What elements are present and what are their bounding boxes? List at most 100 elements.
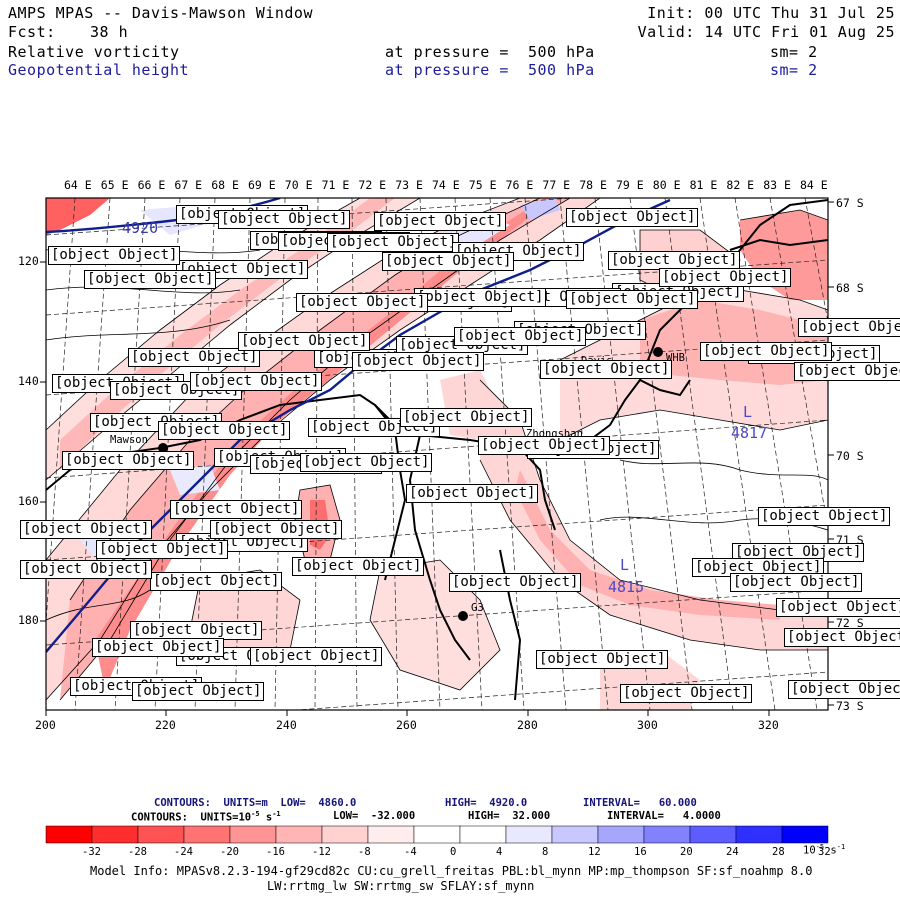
contour-label: [object Object] [158, 421, 291, 440]
contour-label: [object Object] [454, 327, 587, 346]
y-axis-tick-label: 160 [18, 494, 39, 508]
longitude-label: 67 E [174, 178, 203, 192]
x-axis-tick-label: 200 [35, 718, 56, 732]
height-label-4920: 4920 [122, 219, 159, 237]
contour-label: [object Object] [784, 628, 900, 647]
x-axis-tick-label: 300 [637, 718, 658, 732]
colorbar-tick-label: 24 [726, 846, 739, 858]
contour-label: [object Object] [732, 543, 865, 562]
longitude-label: 72 E [358, 178, 387, 192]
contour-label: [object Object] [788, 680, 900, 699]
contour-label: [object Object] [20, 520, 153, 539]
latitude-label: 68 S [836, 281, 864, 295]
contour-label: [object Object] [692, 558, 825, 577]
colorbar-swatch [183, 825, 231, 844]
colorbar-tick-label: 32 [818, 846, 831, 858]
model-info-line2: LW:rrtmg_lw SW:rrtmg_sw SFLAY:sf_mynn [267, 879, 535, 893]
field1-level: at pressure = 500 hPa [385, 43, 595, 61]
station-dot-mawson[interactable] [158, 443, 168, 453]
colorbar-tick-label: 12 [588, 846, 601, 858]
colorbar-units: 10-5 s-1 [803, 843, 846, 857]
plot-title: AMPS MPAS -- Davis-Mawson Window [8, 4, 313, 22]
contour-label: [object Object] [566, 290, 699, 309]
y-axis-tick-label: 120 [18, 254, 39, 268]
init-time: Init: 00 UTC Thu 31 Jul 25 [647, 4, 895, 22]
contour-label: [object Object] [130, 621, 263, 640]
contour-label: [object Object] [449, 573, 582, 592]
longitude-label: 78 E [579, 178, 607, 192]
colorbar-tick-label: -24 [174, 846, 193, 858]
x-axis-tick-label: 260 [396, 718, 417, 732]
longitude-label: 79 E [616, 178, 644, 192]
colorbar-tick-label: 4 [496, 846, 503, 858]
colorbar-tick-label: 28 [772, 846, 785, 858]
latitude-label: 72 S [836, 616, 864, 630]
contour-label: [object Object] [84, 270, 217, 289]
contour-label: [object Object] [659, 268, 792, 287]
x-axis-tick-label: 220 [155, 718, 176, 732]
contour-label: [object Object] [250, 647, 383, 666]
colorbar-tick-label: -28 [128, 846, 147, 858]
contour-label: [object Object] [48, 246, 181, 265]
longitude-label: 80 E [652, 178, 681, 192]
colorbar-swatch [459, 825, 507, 844]
station-label-g3: G3 [471, 602, 484, 614]
contour-label: [object Object] [798, 318, 900, 337]
contour-label: [object Object] [128, 348, 261, 367]
contour-label: [object Object] [776, 598, 900, 617]
longitude-label: 64 E [64, 178, 92, 192]
contour-label: [object Object] [566, 208, 699, 227]
contour-label: [object Object] [292, 557, 425, 576]
y-axis-tick-label: 180 [18, 613, 39, 627]
field1-smoothing: sm= 2 [770, 43, 818, 61]
colorbar-tick-label: -16 [266, 846, 285, 858]
field2-smoothing: sm= 2 [770, 61, 818, 79]
colorbar-swatch [735, 825, 783, 844]
longitude-label: 68 E [211, 178, 239, 192]
longitude-label: 75 E [468, 178, 497, 192]
latitude-label: 67 S [836, 196, 864, 210]
contour-label: [object Object] [327, 233, 460, 252]
contour-label: [object Object] [96, 540, 229, 559]
colorbar-swatch [781, 825, 829, 844]
forecast-hour: 38 h [90, 23, 129, 41]
colorbar-tick-label: -32 [82, 846, 101, 858]
station-dot-whb[interactable] [653, 347, 663, 357]
colorbar-swatch [689, 825, 737, 844]
field1-name: Relative vorticity [8, 43, 180, 61]
longitude-label: 82 E [726, 178, 755, 192]
longitude-label: 69 E [248, 178, 276, 192]
longitude-label: 65 E [100, 178, 129, 192]
colorbar-swatch [551, 825, 599, 844]
contour-label: [object Object] [92, 638, 225, 657]
contour-label: [object Object] [730, 573, 863, 592]
colorbar-tick-label: -12 [312, 846, 331, 858]
contour-label: [object Object] [406, 484, 539, 503]
colorbar-swatch [367, 825, 415, 844]
contour-label: [object Object] [300, 453, 433, 472]
colorbar-tick-label: 16 [634, 846, 647, 858]
colorbar-swatch [229, 825, 277, 844]
axis-ticks [40, 201, 834, 716]
contour-label: [object Object] [296, 293, 429, 312]
colorbar-tick-label: 20 [680, 846, 693, 858]
contour-label: [object Object] [62, 451, 195, 470]
contour-label: [object Object] [414, 288, 547, 307]
contour-label: [object Object] [620, 684, 753, 703]
plot-frame [45, 197, 829, 711]
valid-time: Valid: 14 UTC Fri 01 Aug 25 [637, 23, 895, 41]
height-contour-interval: INTERVAL= 60.000 [583, 797, 697, 809]
contour-label: [object Object] [758, 507, 891, 526]
model-info-line1: Model Info: MPASv8.2.3-194-gf29cd82c CU:… [90, 864, 813, 878]
field2-name: Geopotential height [8, 61, 190, 79]
contour-label: [object Object] [170, 500, 303, 519]
station-dot-g3[interactable] [458, 611, 468, 621]
colorbar-swatch [597, 825, 645, 844]
y-axis-tick-label: 140 [18, 374, 39, 388]
vort-contour-info: CONTOURS: UNITS=10-5 s-1 [131, 810, 281, 824]
contour-label: [object Object] [794, 362, 900, 381]
contour-label: [object Object] [700, 342, 833, 361]
x-axis-tick-label: 280 [517, 718, 538, 732]
contour-label: [object Object] [536, 650, 669, 669]
contour-label: [object Object] [400, 408, 533, 427]
